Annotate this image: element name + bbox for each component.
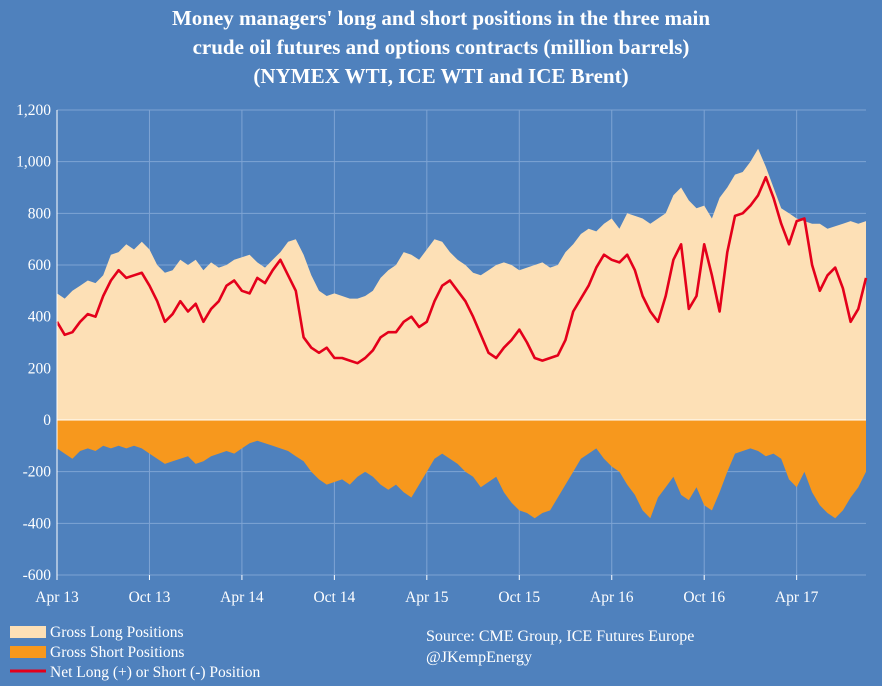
x-tick-label: Apr 15 <box>405 589 449 606</box>
x-tick-labels: Apr 13 Oct 13 Apr 14 Oct 14 Apr 15 Oct 15 Apr … <box>35 589 818 606</box>
series-line-net-position <box>55 175 868 365</box>
legend-swatch-long <box>10 626 46 638</box>
x-tick-label: Oct 16 <box>683 589 725 606</box>
y-tick-label: -400 <box>23 515 52 532</box>
y-tick-label: 1,000 <box>16 154 51 171</box>
series-lines <box>55 175 868 365</box>
author-handle: @JKempEnergy <box>426 649 532 666</box>
chart-title-line-1: Money managers' long and short positions… <box>172 6 710 30</box>
legend-label-short: Gross Short Positions <box>50 644 184 661</box>
source-text: Source: CME Group, ICE Futures Europe <box>426 628 694 645</box>
y-tick-label: 400 <box>28 309 52 326</box>
legend-label-long: Gross Long Positions <box>50 624 184 641</box>
y-tick-label: 800 <box>28 205 52 222</box>
y-tick-label: -200 <box>23 464 52 481</box>
series-area-gross-long <box>57 148 866 421</box>
x-tick-label: Apr 13 <box>35 589 79 606</box>
legend: Gross Long Positions Gross Short Positio… <box>10 624 260 681</box>
legend-swatch-short <box>10 646 46 658</box>
x-tick-label: Oct 13 <box>129 589 171 606</box>
legend-label-net: Net Long (+) or Short (-) Position <box>50 664 260 681</box>
series-area-gross-short <box>57 420 866 519</box>
chart-title-line-3: (NYMEX WTI, ICE WTI and ICE Brent) <box>253 64 628 88</box>
x-tick-label: Apr 16 <box>590 589 634 606</box>
y-tick-label: -600 <box>23 567 52 584</box>
y-tick-label: 0 <box>43 412 51 429</box>
y-tick-labels: -600 -400 -200 0 200 400 600 800 1,000 1,200 <box>16 102 51 584</box>
y-tick-label: 200 <box>28 360 52 377</box>
chart-title: Money managers' long and short positions… <box>172 6 710 88</box>
y-tick-label: 1,200 <box>16 102 51 119</box>
axes <box>56 110 866 580</box>
x-tick-label: Apr 17 <box>775 589 819 606</box>
chart-title-line-2: crude oil futures and options contracts … <box>193 35 690 59</box>
x-tick-label: Oct 15 <box>498 589 540 606</box>
series-areas <box>57 148 866 519</box>
source-annotation: Source: CME Group, ICE Futures Europe @J… <box>426 628 694 666</box>
x-tick-label: Oct 14 <box>313 589 355 606</box>
y-tick-label: 600 <box>28 257 52 274</box>
x-tick-label: Apr 14 <box>220 589 264 606</box>
